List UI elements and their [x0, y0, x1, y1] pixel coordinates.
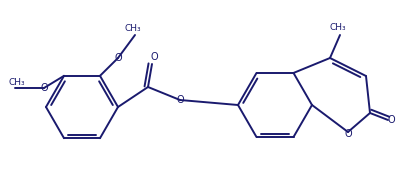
Text: O: O: [40, 83, 48, 93]
Text: CH₃: CH₃: [330, 22, 346, 31]
Text: CH₃: CH₃: [125, 24, 141, 33]
Text: O: O: [176, 95, 184, 105]
Text: O: O: [387, 115, 395, 125]
Text: O: O: [344, 129, 352, 139]
Text: CH₃: CH₃: [9, 77, 25, 87]
Text: O: O: [150, 52, 158, 62]
Text: O: O: [114, 53, 122, 63]
